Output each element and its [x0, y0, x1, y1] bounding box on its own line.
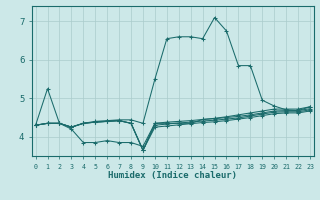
- X-axis label: Humidex (Indice chaleur): Humidex (Indice chaleur): [108, 171, 237, 180]
